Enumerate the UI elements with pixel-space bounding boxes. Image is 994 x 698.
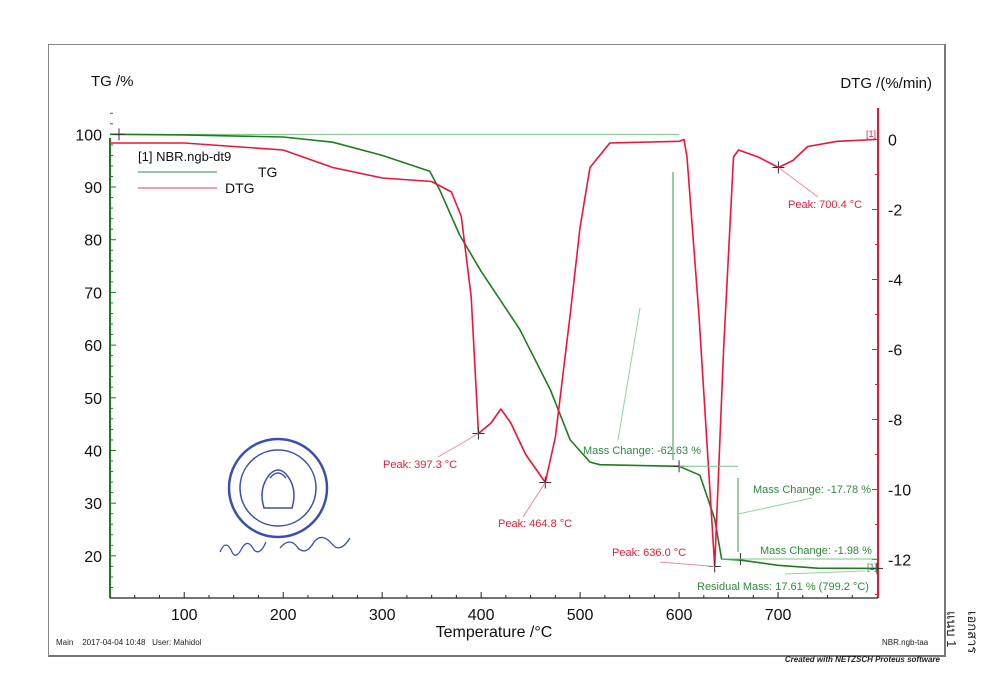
residual-mass-label: Residual Mass: 17.61 % (799.2 °C) — [697, 581, 869, 593]
y-left-tick-label: 40 — [84, 443, 102, 460]
y-right-tick-label: -2 — [888, 203, 902, 220]
seal-stamp — [227, 437, 329, 539]
footer-info: Main 2017-04-04 10:48 User: Mahidol — [56, 638, 201, 647]
software-credit: Created with NETZSCH Proteus software — [784, 655, 940, 664]
peak-label-2: Peak: 464.8 °C — [498, 518, 572, 530]
y-left-tick-label: 50 — [84, 391, 102, 408]
y-right-tick-label: -6 — [888, 343, 902, 360]
y-right-tick-label: -12 — [888, 553, 911, 570]
mass-change-leader-2 — [737, 497, 813, 515]
y-right-label: DTG /(%/min) — [840, 75, 932, 92]
legend-dtg-label: DTG — [225, 180, 255, 196]
footer-file: NBR.ngb-taa — [882, 638, 929, 647]
seal-inner-ring — [239, 449, 317, 527]
footer-user: User: Mahidol — [152, 638, 202, 647]
y-left-tick-label: 30 — [84, 496, 102, 513]
x-tick-label: 700 — [765, 607, 792, 624]
peak-leader-2 — [522, 482, 546, 518]
mass-change-label-2: Mass Change: -17.78 % — [753, 484, 871, 496]
footer-main: Main — [56, 638, 74, 647]
y-right-tick-label: -8 — [888, 413, 902, 430]
legend-title: [1] NBR.ngb-dt9 — [138, 149, 231, 164]
y-right-tick-label: -10 — [888, 483, 911, 500]
seal-emblem — [261, 469, 295, 509]
y-left-tick-label: 100 — [75, 127, 102, 144]
legend-tg-label: TG — [258, 164, 277, 180]
y-right-tick-label: 0 — [888, 133, 897, 150]
x-tick-label: 200 — [270, 607, 297, 624]
peak-leader-3 — [659, 561, 715, 567]
y-left-tick-label: 70 — [84, 285, 102, 302]
mass-change-leader-1 — [617, 307, 641, 441]
x-tick-label: 600 — [666, 607, 693, 624]
y-left-tick-label: 20 — [84, 549, 102, 566]
curve-marker-label-dtg: [1] — [866, 129, 876, 139]
series-dtg-line — [110, 138, 877, 568]
x-tick-label: 500 — [567, 607, 594, 624]
chart-frame — [48, 44, 946, 657]
x-tick-label: 300 — [369, 607, 396, 624]
peak-label-4: Peak: 700.4 °C — [788, 199, 862, 211]
x-tick-label: 400 — [468, 607, 495, 624]
y-right-tick-label: -4 — [888, 273, 902, 290]
x-tick-label: 100 — [171, 607, 198, 624]
handwritten-signature — [219, 536, 351, 556]
residual-leader — [784, 570, 866, 575]
mass-change-label-3: Mass Change: -1.98 % — [760, 545, 872, 557]
y-left-tick-label: 90 — [84, 180, 102, 197]
mass-change-label-1: Mass Change: -62.63 % — [583, 445, 701, 457]
peak-leader-1 — [437, 433, 479, 458]
y-left-tick-label: 80 — [84, 233, 102, 250]
x-axis-label: Temperature /°C — [436, 624, 553, 641]
series-tg-line — [109, 133, 877, 570]
peak-label-1: Peak: 397.3 °C — [383, 459, 457, 471]
attachment-note: เอกสารแนบ 1 — [944, 611, 980, 654]
peak-leader-4 — [778, 167, 819, 198]
footer-datetime: 2017-04-04 10:48 — [82, 638, 146, 647]
y-left-tick-label: 60 — [84, 338, 102, 355]
curve-marker-label: [1] — [867, 562, 877, 572]
y-left-label: TG /% — [91, 73, 134, 90]
peak-label-3: Peak: 636.0 °C — [612, 547, 686, 559]
